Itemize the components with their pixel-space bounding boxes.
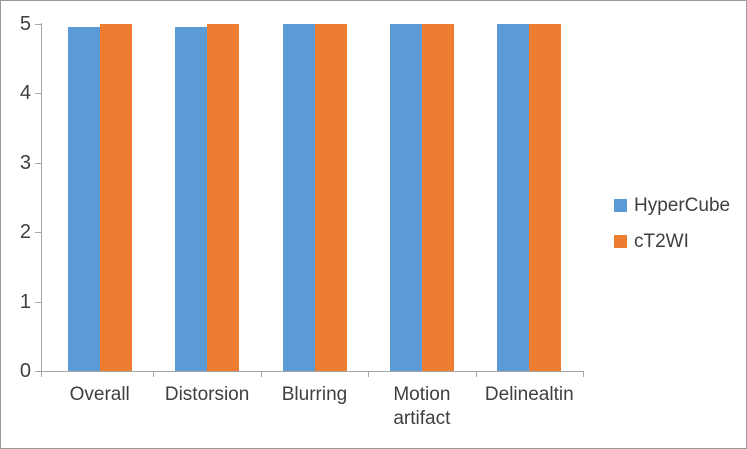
x-axis-line bbox=[41, 371, 584, 372]
legend-item: cT2WI bbox=[614, 232, 730, 251]
legend-swatch-icon bbox=[614, 199, 627, 212]
x-axis-tick bbox=[475, 372, 477, 377]
y-axis-tick bbox=[35, 301, 41, 303]
y-axis-tick bbox=[35, 232, 41, 234]
legend-swatch-icon bbox=[614, 235, 627, 248]
legend-label: HyperCube bbox=[634, 195, 731, 216]
y-axis-tick bbox=[35, 93, 41, 95]
bar-hypercube-delinealtin bbox=[497, 24, 530, 371]
y-tick-label: 1 bbox=[19, 290, 31, 313]
x-category-label: Overall bbox=[69, 384, 130, 405]
y-axis-tick bbox=[35, 162, 41, 164]
bar-ct2wi-overall bbox=[99, 24, 132, 371]
y-axis-tick bbox=[35, 371, 41, 372]
bar-hypercube-distorsion bbox=[175, 27, 208, 371]
y-axis-tick bbox=[35, 24, 41, 25]
x-axis-tick bbox=[583, 372, 584, 377]
x-category-label: Distorsion bbox=[164, 384, 250, 405]
legend-item: HyperCube bbox=[614, 196, 730, 215]
chart-legend: HyperCube cT2WI bbox=[614, 196, 730, 251]
y-tick-label: 2 bbox=[19, 221, 31, 244]
x-axis-tick bbox=[368, 372, 370, 377]
bar-hypercube-blurring bbox=[282, 24, 315, 371]
x-axis-tick bbox=[153, 372, 155, 377]
bar-hypercube-overall bbox=[67, 27, 100, 371]
x-category-label: Motion artifact bbox=[393, 384, 451, 429]
y-tick-label: 3 bbox=[19, 151, 31, 174]
x-axis-tick bbox=[41, 372, 42, 377]
y-tick-label: 4 bbox=[19, 82, 31, 105]
legend-label: cT2WI bbox=[634, 231, 689, 252]
x-category-label: Delinealtin bbox=[484, 384, 574, 405]
bar-ct2wi-blurring bbox=[314, 24, 347, 371]
y-tick-label: 0 bbox=[19, 360, 31, 382]
bar-ct2wi-distorsion bbox=[207, 24, 240, 371]
x-category-label: Blurring bbox=[281, 384, 348, 405]
x-axis-tick bbox=[260, 372, 262, 377]
bar-ct2wi-delinealtin bbox=[529, 24, 562, 371]
bar-ct2wi-motion-artifact bbox=[421, 24, 454, 371]
y-tick-label: 5 bbox=[19, 13, 31, 35]
bar-hypercube-motion-artifact bbox=[389, 24, 422, 371]
y-axis-line bbox=[41, 23, 42, 375]
